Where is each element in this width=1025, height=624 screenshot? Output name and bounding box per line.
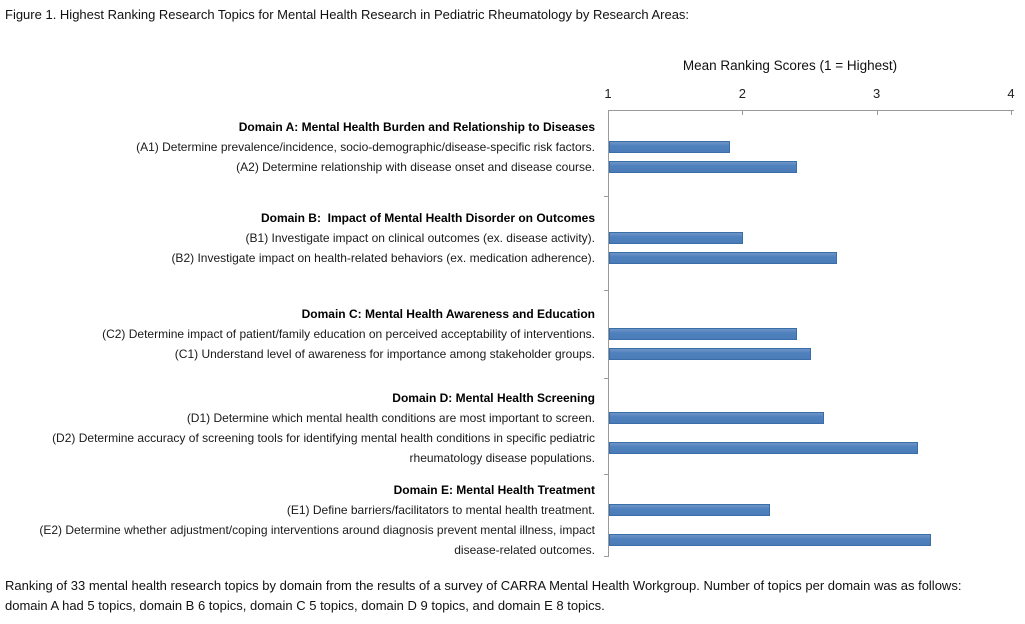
x-tick-mark (742, 111, 744, 115)
domain-group: Domain E: Mental Health Treatment (E1) De… (0, 480, 1025, 560)
category-tick-mark (604, 556, 609, 557)
topic-label: (C1) Understand level of awareness for i… (174, 347, 595, 361)
topic-label: (A2) Determine relationship with disease… (236, 160, 595, 174)
bar (609, 141, 730, 153)
domain-group: Domain C: Mental Health Awareness and Ed… (0, 304, 1025, 364)
topic-label: (C2) Determine impact of patient/family … (102, 327, 595, 341)
bar (609, 504, 771, 516)
topic-label: (B2) Investigate impact on health-relate… (171, 251, 595, 265)
x-axis-line (608, 110, 1014, 111)
domain-header: Domain D: Mental Health Screening (392, 391, 595, 405)
x-tick-mark (876, 111, 878, 115)
domain-header: Domain C: Mental Health Awareness and Ed… (301, 307, 595, 321)
topic-label: (E2) Determine whether adjustment/coping… (39, 523, 595, 557)
x-axis-title: Mean Ranking Scores (1 = Highest) (682, 58, 898, 73)
domain-group: Domain D: Mental Health Screening (D1) De… (0, 388, 1025, 468)
x-tick-label: 2 (738, 86, 746, 101)
bar (609, 442, 918, 454)
topic-label: (E1) Define barriers/facilitators to men… (286, 503, 595, 517)
x-tick-mark (1011, 111, 1012, 115)
x-tick-label: 1 (604, 86, 612, 101)
topic-label: (A1) Determine prevalence/incidence, soc… (136, 140, 595, 154)
domain-header: Domain A: Mental Health Burden and Relat… (238, 120, 595, 134)
domain-header: Domain E: Mental Health Treatment (393, 483, 595, 497)
topic-label: (D2) Determine accuracy of screening too… (52, 431, 595, 465)
domain-group: Domain B: Impact of Mental Health Disord… (0, 208, 1025, 268)
domain-header: Domain B: Impact of Mental Health Disord… (260, 211, 595, 225)
x-tick-label: 3 (873, 86, 881, 101)
bar (609, 328, 798, 340)
x-tick-label: 4 (1007, 86, 1015, 101)
category-tick-mark (604, 378, 609, 379)
bar (609, 232, 744, 244)
domain-group: Domain A: Mental Health Burden and Relat… (0, 117, 1025, 177)
bar-groups: Domain A: Mental Health Burden and Relat… (0, 117, 1025, 560)
topic-label: (B1) Investigate impact on clinical outc… (245, 231, 595, 245)
category-tick-mark (604, 474, 609, 475)
bar (609, 252, 838, 264)
bar (609, 348, 811, 360)
bar (609, 161, 798, 173)
topic-label: (D1) Determine which mental health condi… (186, 411, 595, 425)
category-tick-mark (604, 290, 609, 291)
bar (609, 412, 824, 424)
bar (609, 534, 932, 546)
figure-title: Figure 1. Highest Ranking Research Topic… (5, 7, 690, 22)
category-tick-mark (604, 196, 609, 197)
category-axis-line (608, 110, 609, 556)
figure-footnote: Ranking of 33 mental health research top… (5, 578, 962, 613)
